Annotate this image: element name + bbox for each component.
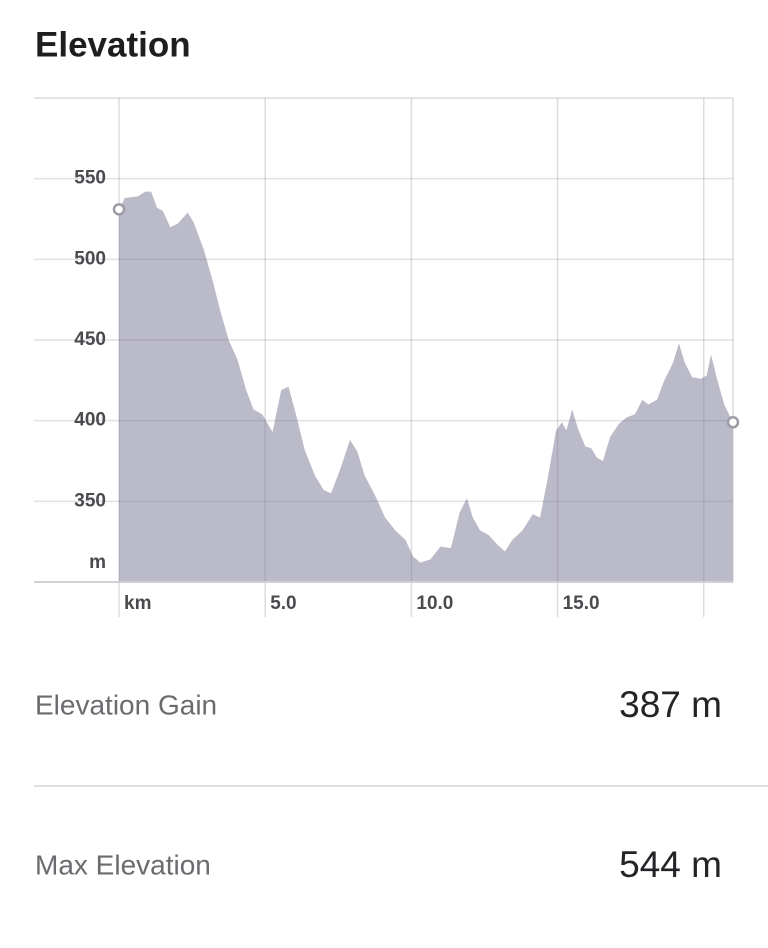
end-marker [112, 203, 126, 216]
end-marker [726, 416, 740, 429]
stat-value: 544 m [619, 844, 722, 885]
y-tick-label: 350 [74, 490, 106, 511]
stat-label: Elevation Gain [35, 689, 217, 720]
stat-label: Max Elevation [35, 849, 211, 880]
x-tick-label: 15.0 [563, 593, 600, 614]
stat-value: 387 m [619, 684, 722, 725]
y-tick-label: 550 [74, 168, 106, 189]
y-tick-label: 400 [74, 410, 106, 431]
chart-title: Elevation [35, 25, 191, 64]
x-tick-label: 10.0 [416, 593, 453, 614]
y-tick-label: 500 [74, 248, 106, 269]
x-tick-label: 5.0 [270, 593, 296, 614]
y-tick-label: 450 [74, 329, 106, 350]
elevation-area [119, 191, 733, 582]
y-unit: m [89, 552, 106, 573]
x-tick-label: km [124, 593, 151, 614]
